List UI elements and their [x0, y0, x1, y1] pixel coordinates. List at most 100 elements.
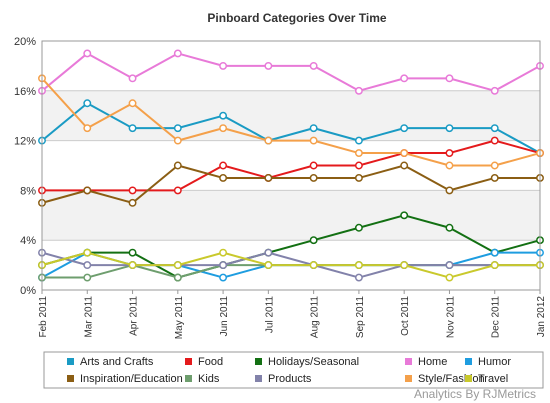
data-point[interactable] — [400, 211, 409, 220]
legend-item[interactable]: Kids — [185, 373, 220, 385]
data-point[interactable] — [400, 149, 409, 158]
data-point[interactable] — [354, 261, 363, 270]
data-point[interactable] — [400, 161, 409, 170]
legend-item[interactable]: Food — [185, 356, 223, 368]
data-point[interactable] — [445, 186, 454, 195]
data-point[interactable] — [219, 261, 228, 270]
data-point[interactable] — [445, 124, 454, 133]
data-point[interactable] — [445, 74, 454, 83]
data-point[interactable] — [219, 161, 228, 170]
chart-title: Pinboard Categories Over Time — [207, 11, 386, 25]
data-point[interactable] — [445, 273, 454, 282]
data-point[interactable] — [219, 111, 228, 120]
data-point[interactable] — [83, 273, 92, 282]
x-tick-label: Nov 2011 — [445, 296, 456, 339]
data-point[interactable] — [354, 149, 363, 158]
data-point[interactable] — [128, 198, 137, 207]
data-point[interactable] — [128, 186, 137, 195]
data-point[interactable] — [490, 174, 499, 182]
data-point[interactable] — [219, 174, 228, 182]
data-point[interactable] — [354, 223, 363, 232]
y-tick-label: 0% — [20, 285, 36, 297]
legend-label: Products — [268, 373, 312, 385]
data-point[interactable] — [219, 273, 228, 282]
data-point[interactable] — [264, 248, 273, 257]
legend-item[interactable]: Home — [405, 356, 447, 368]
x-tick-label: Jul 2011 — [264, 296, 275, 334]
data-point[interactable] — [173, 124, 182, 133]
legend-label: Travel — [478, 373, 508, 385]
data-point[interactable] — [445, 223, 454, 232]
x-tick-label: Sep 2011 — [355, 296, 366, 339]
data-point[interactable] — [490, 261, 499, 270]
data-point[interactable] — [128, 248, 137, 257]
legend-swatch — [185, 375, 192, 382]
legend-item[interactable]: Humor — [465, 356, 511, 368]
data-point[interactable] — [309, 236, 318, 245]
legend-item[interactable]: Holidays/Seasonal — [255, 356, 359, 368]
data-point[interactable] — [219, 61, 228, 70]
data-point[interactable] — [309, 174, 318, 182]
legend-label: Humor — [478, 356, 511, 368]
data-point[interactable] — [173, 261, 182, 270]
data-point[interactable] — [83, 248, 92, 257]
data-point[interactable] — [354, 273, 363, 282]
data-point[interactable] — [490, 161, 499, 170]
data-point[interactable] — [128, 261, 137, 270]
data-point[interactable] — [445, 261, 454, 270]
legend-item[interactable]: Inspiration/Education — [67, 373, 183, 385]
legend-item[interactable]: Travel — [465, 373, 508, 385]
legend-item[interactable]: Products — [255, 373, 312, 385]
data-point[interactable] — [445, 161, 454, 170]
legend-swatch — [185, 358, 192, 365]
data-point[interactable] — [83, 99, 92, 108]
data-point[interactable] — [83, 49, 92, 58]
data-point[interactable] — [400, 124, 409, 133]
data-point[interactable] — [309, 61, 318, 70]
data-point[interactable] — [128, 74, 137, 83]
data-point[interactable] — [309, 136, 318, 145]
data-point[interactable] — [354, 86, 363, 95]
data-point[interactable] — [173, 49, 182, 58]
data-point[interactable] — [400, 261, 409, 270]
data-point[interactable] — [219, 248, 228, 257]
series-line — [42, 139, 541, 192]
data-point[interactable] — [354, 174, 363, 182]
data-point[interactable] — [264, 174, 273, 182]
series-line — [41, 52, 541, 92]
data-point[interactable] — [490, 136, 499, 145]
y-tick-label: 4% — [20, 235, 36, 247]
data-point[interactable] — [309, 124, 318, 133]
data-point[interactable] — [354, 136, 363, 145]
data-point[interactable] — [309, 261, 318, 270]
data-point[interactable] — [173, 161, 182, 170]
data-point[interactable] — [309, 161, 318, 170]
data-point[interactable] — [173, 186, 182, 195]
data-point[interactable] — [219, 124, 228, 133]
data-point[interactable] — [83, 186, 92, 195]
data-point[interactable] — [128, 124, 137, 133]
series-line — [41, 164, 540, 204]
data-point[interactable] — [354, 161, 363, 170]
data-point[interactable] — [490, 86, 499, 95]
series-line — [41, 77, 541, 167]
x-tick-label: Jun 2011 — [219, 296, 230, 337]
data-point[interactable] — [400, 74, 409, 83]
data-point[interactable] — [445, 149, 454, 158]
data-point[interactable] — [128, 99, 137, 108]
legend-item[interactable]: Arts and Crafts — [67, 356, 154, 368]
legend-label: Style/Fashion — [418, 373, 485, 385]
data-point[interactable] — [264, 261, 273, 270]
data-point[interactable] — [264, 136, 273, 145]
data-point[interactable] — [173, 136, 182, 145]
data-point[interactable] — [490, 248, 499, 257]
data-point[interactable] — [264, 61, 273, 70]
data-point[interactable] — [83, 124, 92, 133]
data-point[interactable] — [490, 124, 499, 133]
plot-band — [42, 90, 540, 141]
y-tick-label: 8% — [20, 185, 36, 197]
legend-swatch — [67, 358, 74, 365]
data-point[interactable] — [173, 273, 182, 282]
data-point[interactable] — [83, 261, 92, 270]
